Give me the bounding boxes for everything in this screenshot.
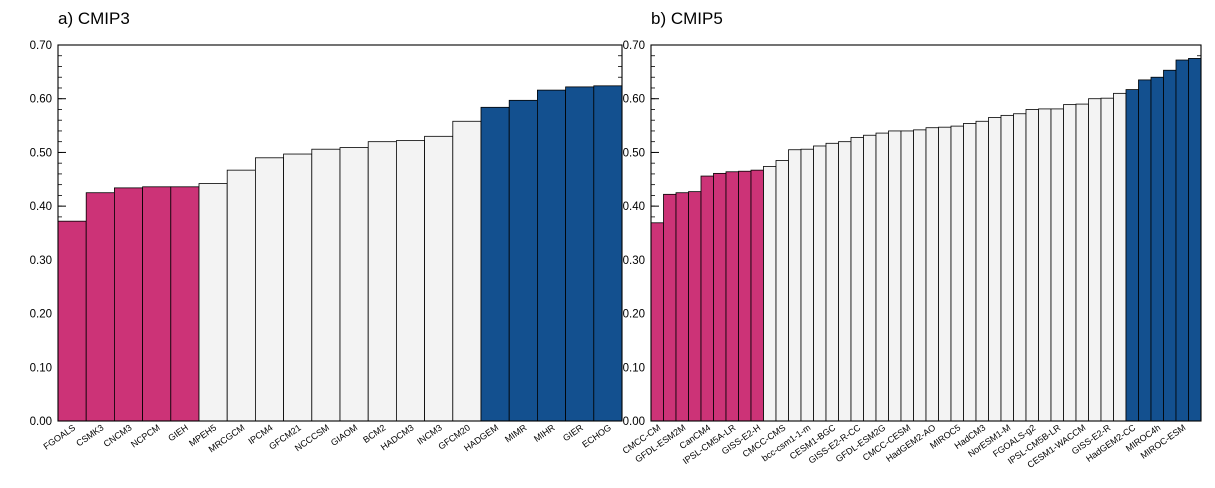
x-tick-label: ECHOG <box>580 422 613 449</box>
bar <box>1075 103 1089 422</box>
y-tick-label: 0.00 <box>623 416 645 428</box>
bar <box>1125 89 1139 422</box>
bar <box>1000 114 1014 422</box>
y-tick-label: 0.00 <box>30 416 52 428</box>
bar <box>1150 76 1164 422</box>
bar <box>198 183 228 422</box>
x-tick-label: MIMR <box>503 422 529 444</box>
y-tick-label: 0.20 <box>30 309 52 321</box>
bar <box>1113 92 1127 422</box>
bar <box>395 140 425 422</box>
y-tick-label: 0.40 <box>623 201 645 213</box>
bar <box>763 165 777 422</box>
bar <box>725 171 739 422</box>
bar <box>825 142 839 422</box>
y-tick-label: 0.50 <box>30 147 52 159</box>
bar <box>750 169 764 422</box>
bar <box>170 186 200 422</box>
bar <box>1100 97 1114 422</box>
bar <box>675 192 689 422</box>
bar <box>1063 104 1077 422</box>
x-tick-label: MIHR <box>532 422 557 444</box>
bar <box>713 172 727 422</box>
bar <box>875 132 889 422</box>
bar <box>888 130 902 422</box>
bar <box>114 187 144 422</box>
y-tick-label: 0.50 <box>623 147 645 159</box>
y-tick-label: 0.10 <box>30 362 52 374</box>
y-tick-label: 0.10 <box>623 362 645 374</box>
bar <box>925 127 939 422</box>
bar <box>452 120 482 422</box>
bar <box>142 186 172 422</box>
bar <box>1163 69 1177 422</box>
bar <box>593 85 623 422</box>
bar <box>1188 58 1202 422</box>
panel-cmip3: a) CMIP3 0.00 0.10 0.20 0.30 0.40 0.50 0.60 0.7… <box>30 9 623 454</box>
bar <box>226 169 256 422</box>
bar <box>1013 113 1027 422</box>
bar <box>339 147 369 422</box>
bar <box>85 192 115 422</box>
bar <box>813 145 827 422</box>
bar <box>838 141 852 422</box>
bar <box>1088 98 1102 422</box>
y-tick-label: 0.20 <box>623 309 645 321</box>
bar <box>963 123 977 422</box>
bar <box>1050 108 1064 422</box>
bar <box>950 125 964 422</box>
bar <box>565 86 595 422</box>
bar <box>738 170 752 422</box>
bar <box>988 117 1002 422</box>
bar <box>800 148 814 422</box>
bar <box>688 191 702 422</box>
bar <box>508 99 538 422</box>
y-tick-label: 0.70 <box>30 40 52 52</box>
bar <box>1175 59 1189 422</box>
bar <box>367 141 397 422</box>
bar <box>424 135 454 422</box>
bar <box>900 130 914 422</box>
x-tick-label: GIAOM <box>329 422 359 447</box>
bar <box>775 160 789 422</box>
bar <box>537 89 567 422</box>
bar <box>1038 108 1052 422</box>
bar <box>700 175 714 422</box>
bar <box>283 153 313 422</box>
panel-title: b) CMIP5 <box>651 9 723 28</box>
x-tick-label: CSMK3 <box>74 422 105 448</box>
bar <box>863 134 877 422</box>
y-tick-label: 0.30 <box>623 255 645 267</box>
bar <box>850 136 864 422</box>
bar <box>663 193 677 422</box>
plot-frame <box>650 44 1202 422</box>
bar <box>311 148 341 422</box>
x-tick-label: CNCM3 <box>102 422 134 449</box>
y-tick-label: 0.40 <box>30 201 52 213</box>
bar <box>1025 109 1039 422</box>
y-tick-label: 0.60 <box>623 94 645 106</box>
bar <box>480 106 510 422</box>
y-tick-label: 0.70 <box>623 40 645 52</box>
y-tick-label: 0.30 <box>30 255 52 267</box>
bar <box>788 149 802 422</box>
bar <box>254 157 284 422</box>
panel-cmip5: b) CMIP5 0.00 0.10 0.20 0.30 0.40 0.50 0.60 0.7… <box>621 9 1202 470</box>
bar <box>975 120 989 422</box>
x-tick-label: NCPCM <box>129 422 162 449</box>
bar <box>57 220 87 422</box>
y-tick-label: 0.60 <box>30 94 52 106</box>
panel-title: a) CMIP3 <box>58 9 130 28</box>
bar <box>650 222 664 422</box>
bar <box>938 126 952 422</box>
plot-frame <box>57 44 623 422</box>
bar <box>913 129 927 422</box>
bar <box>1138 79 1152 422</box>
